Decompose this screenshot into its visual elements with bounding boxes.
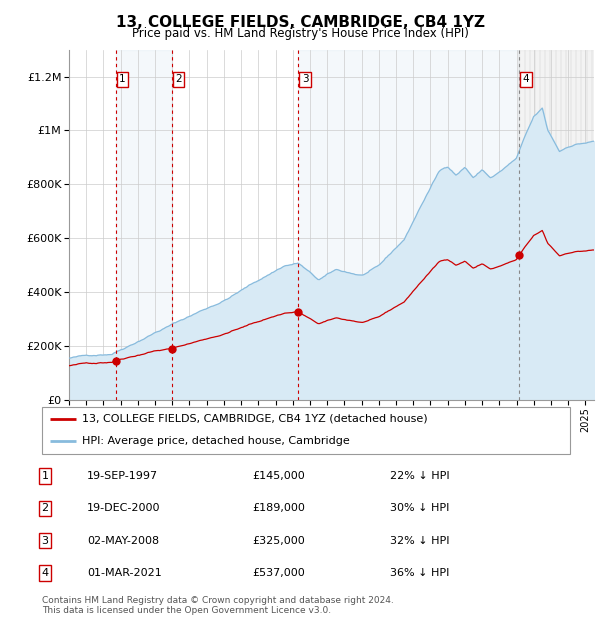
Text: 02-MAY-2008: 02-MAY-2008 <box>87 536 159 546</box>
Text: 13, COLLEGE FIELDS, CAMBRIDGE, CB4 1YZ (detached house): 13, COLLEGE FIELDS, CAMBRIDGE, CB4 1YZ (… <box>82 414 427 424</box>
Text: 4: 4 <box>523 74 530 84</box>
Text: 1: 1 <box>119 74 126 84</box>
Text: 01-MAR-2021: 01-MAR-2021 <box>87 568 162 578</box>
Text: 22% ↓ HPI: 22% ↓ HPI <box>390 471 449 481</box>
Text: Price paid vs. HM Land Registry's House Price Index (HPI): Price paid vs. HM Land Registry's House … <box>131 27 469 40</box>
Text: £145,000: £145,000 <box>252 471 305 481</box>
Text: 19-SEP-1997: 19-SEP-1997 <box>87 471 158 481</box>
Text: 3: 3 <box>41 536 49 546</box>
Text: £189,000: £189,000 <box>252 503 305 513</box>
Text: Contains HM Land Registry data © Crown copyright and database right 2024.
This d: Contains HM Land Registry data © Crown c… <box>42 596 394 615</box>
Text: 2: 2 <box>175 74 182 84</box>
Bar <box>520 50 594 400</box>
Text: 30% ↓ HPI: 30% ↓ HPI <box>390 503 449 513</box>
Text: 13, COLLEGE FIELDS, CAMBRIDGE, CB4 1YZ: 13, COLLEGE FIELDS, CAMBRIDGE, CB4 1YZ <box>115 15 485 30</box>
Text: 2: 2 <box>41 503 49 513</box>
Text: 3: 3 <box>302 74 308 84</box>
Text: 32% ↓ HPI: 32% ↓ HPI <box>390 536 449 546</box>
Text: 19-DEC-2000: 19-DEC-2000 <box>87 503 161 513</box>
Text: 36% ↓ HPI: 36% ↓ HPI <box>390 568 449 578</box>
Text: £325,000: £325,000 <box>252 536 305 546</box>
Text: 4: 4 <box>41 568 49 578</box>
Text: HPI: Average price, detached house, Cambridge: HPI: Average price, detached house, Camb… <box>82 436 349 446</box>
FancyBboxPatch shape <box>42 407 570 454</box>
Bar <box>116 50 172 400</box>
Bar <box>298 50 520 400</box>
Text: 1: 1 <box>41 471 49 481</box>
Text: £537,000: £537,000 <box>252 568 305 578</box>
